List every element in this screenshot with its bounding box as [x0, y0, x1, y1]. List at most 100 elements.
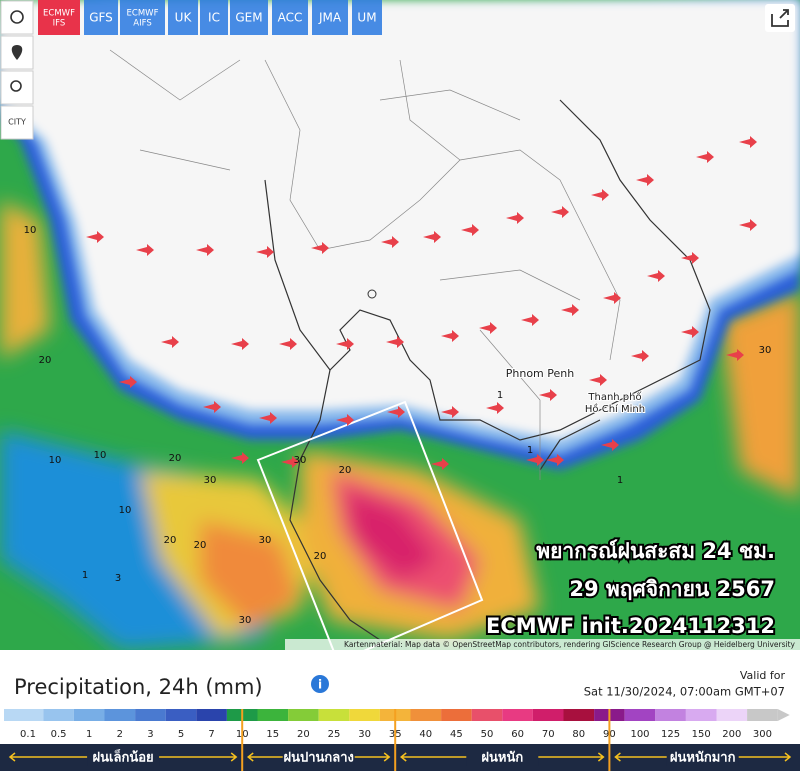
rain-areas	[0, 0, 800, 650]
category-label-bg	[466, 748, 539, 766]
scale-swatch	[349, 709, 380, 721]
model-tab[interactable]	[200, 0, 228, 35]
contour-label: 30	[239, 615, 252, 626]
wind-arrow	[479, 322, 497, 334]
city-button-label[interactable]: CITY	[8, 118, 26, 127]
scale-tick-label: 30	[358, 729, 371, 740]
model-tab-label[interactable]: IFS	[53, 19, 66, 29]
selection-box	[256, 400, 484, 650]
scale-tick-label: 3	[147, 729, 153, 740]
share-icon	[771, 9, 789, 27]
scale-swatch	[4, 709, 44, 721]
model-tab-label[interactable]: JMA	[318, 11, 342, 25]
contour-label: 20	[194, 540, 207, 551]
wind-arrow	[441, 330, 459, 342]
scale-tick-label: 2	[117, 729, 123, 740]
sidebar-button[interactable]	[0, 105, 34, 140]
model-tab-label[interactable]: ACC	[278, 11, 303, 25]
dry-area	[0, 0, 800, 440]
model-tab-label[interactable]: UK	[175, 11, 193, 25]
scale-swatch	[135, 709, 166, 721]
model-tab-label[interactable]: GFS	[89, 11, 113, 25]
scale-tick-label: 80	[572, 729, 585, 740]
wind-arrow	[647, 270, 665, 282]
contour-label: 10	[49, 455, 62, 466]
wind-arrow	[521, 314, 539, 326]
model-tab[interactable]	[84, 0, 118, 35]
wind-arrow	[256, 246, 274, 258]
scale-tick-label: 25	[328, 729, 341, 740]
scale-tick-label: 100	[630, 729, 649, 740]
wind-arrow	[441, 406, 459, 418]
sidebar-button[interactable]	[0, 0, 34, 35]
scale-tick-label: 125	[661, 729, 680, 740]
wind-arrow	[86, 231, 104, 243]
sidebar-button[interactable]	[0, 70, 34, 105]
model-tab[interactable]	[272, 0, 308, 35]
contour-label: 30	[259, 535, 272, 546]
wind-arrow	[336, 414, 354, 426]
attribution-bg	[285, 639, 800, 650]
scale-swatch	[441, 709, 472, 721]
wind-arrow	[423, 231, 441, 243]
scale-tick-label: 200	[722, 729, 741, 740]
wind-arrow	[386, 336, 404, 348]
wind-arrow	[336, 338, 354, 350]
forecast-caption: พยากรณ์ฝนสะสม 24 ชม.	[536, 539, 775, 563]
scale-tick-label: 0.1	[20, 729, 36, 740]
forecast-caption: 29 พฤศจิกายน 2567	[569, 577, 775, 601]
wind-arrow	[231, 338, 249, 350]
place-label: Hồ Chí Minh	[585, 403, 645, 415]
model-tab[interactable]	[230, 0, 268, 35]
scale-swatch	[716, 709, 748, 721]
scale-tick-label: 0.5	[51, 729, 67, 740]
wind-arrow	[726, 349, 744, 361]
wind-arrow	[551, 206, 569, 218]
model-tab-label[interactable]: ECMWF	[127, 9, 159, 19]
category-label: ฝนปานกลาง	[283, 751, 353, 766]
legend-title: Precipitation, 24h (mm)	[14, 675, 263, 699]
borders	[109, 49, 621, 480]
info-icon[interactable]	[311, 675, 329, 693]
model-tab[interactable]	[352, 0, 382, 35]
wind-arrow	[119, 376, 137, 388]
model-tab-label[interactable]: UM	[357, 11, 376, 25]
model-tab[interactable]	[168, 0, 198, 35]
scale-swatch	[73, 709, 105, 721]
model-tab-label[interactable]: GEM	[235, 11, 262, 25]
contour-label: 30	[759, 345, 772, 356]
scale-tick-label: 50	[481, 729, 494, 740]
wind-arrow	[431, 458, 449, 470]
scale-tick-label: 15	[266, 729, 279, 740]
wind-arrow	[539, 389, 557, 401]
wind-arrow	[259, 412, 277, 424]
contour-label: 1	[617, 475, 623, 486]
scale-swatch	[257, 709, 289, 721]
contour-label: 10	[94, 450, 107, 461]
wind-arrow	[486, 402, 504, 414]
wind-arrow	[203, 401, 221, 413]
model-tab-label[interactable]: IC	[208, 11, 220, 25]
attribution: Kartenmaterial: Map data © OpenStreetMap…	[344, 640, 796, 649]
model-tab[interactable]	[312, 0, 348, 35]
contour-label: 30	[294, 455, 307, 466]
scale-swatch	[624, 709, 656, 721]
scale-tick-label: 20	[297, 729, 310, 740]
scale-swatch	[288, 709, 319, 721]
scale-swatch	[502, 709, 533, 721]
wind-arrow	[311, 242, 329, 254]
model-tab[interactable]	[120, 0, 165, 35]
wind-arrow	[196, 244, 214, 256]
model-tab[interactable]	[38, 0, 80, 35]
model-tab-label[interactable]: AIFS	[133, 19, 151, 29]
city-marker	[367, 289, 377, 299]
model-tab-label[interactable]: ECMWF	[43, 9, 75, 19]
scale-swatch	[196, 709, 227, 721]
wind-arrow	[601, 439, 619, 451]
contour-label: 20	[169, 453, 182, 464]
scale-swatch	[471, 709, 503, 721]
wind-arrow	[387, 406, 405, 418]
contour-label: 30	[204, 475, 217, 486]
category-label-bg	[87, 748, 160, 766]
place-label: Thanh phố	[587, 391, 641, 403]
